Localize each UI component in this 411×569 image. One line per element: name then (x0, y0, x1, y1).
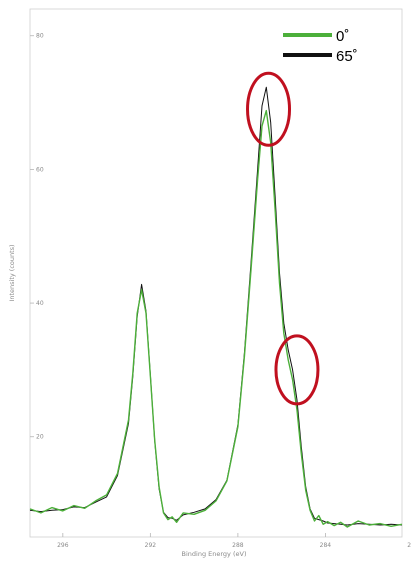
x-axis-title: Binding Energy (eV) (182, 550, 247, 558)
y-axis-title: Intensity (counts) (8, 244, 16, 301)
y-tick-label-1: 60 (36, 166, 44, 173)
x-tick-label-1: 292 (145, 542, 157, 549)
x-axis-ticks: 296 292 288 284 280 (57, 533, 411, 549)
x-tick-label-2: 288 (232, 542, 244, 549)
y-tick-label-2: 40 (36, 300, 44, 307)
annotation-layer (246, 71, 320, 406)
x-tick-label-3: 284 (320, 542, 332, 549)
plot-frame (29, 8, 403, 538)
x-tick-label-0: 296 (57, 542, 69, 549)
legend-label-0: 0˚ (336, 28, 349, 45)
legend-label-1: 65˚ (336, 48, 358, 65)
y-axis-ticks: 80 60 40 20 (30, 33, 44, 441)
series-line-1 (29, 86, 403, 526)
legend: 0˚ 65˚ (283, 28, 358, 65)
series-layer (29, 86, 403, 528)
x-tick-label-4: 280 (407, 542, 411, 549)
y-tick-label-0: 80 (36, 33, 44, 40)
y-tick-label-3: 20 (36, 434, 44, 441)
highlight-ellipse-1 (274, 334, 320, 406)
series-line-0 (29, 109, 403, 528)
highlight-ellipse-0 (246, 71, 292, 147)
